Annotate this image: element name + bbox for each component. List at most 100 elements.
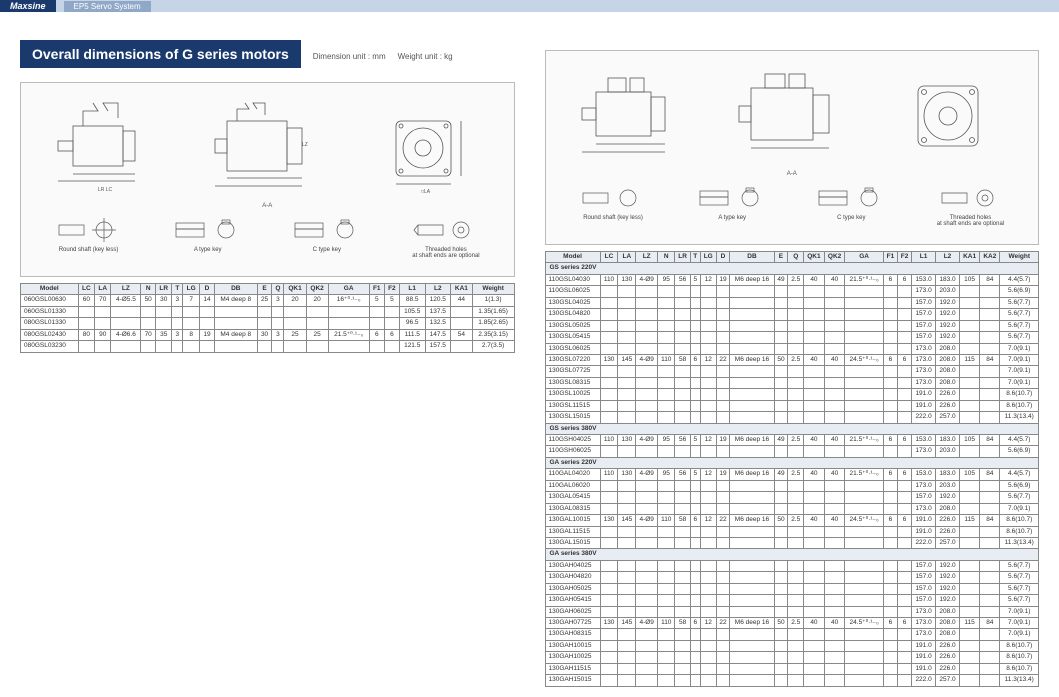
- col-header: GA: [328, 284, 369, 295]
- col-header: Model: [545, 252, 600, 263]
- motor-front-view: □LA: [347, 91, 506, 201]
- weight-unit: Weight unit : kg: [398, 52, 453, 61]
- key-a-type-r: A type key: [673, 183, 792, 227]
- col-header: F1: [883, 252, 897, 263]
- motor-side-view-2: LZ: [188, 91, 347, 201]
- table-row: 130GSL04025157.0192.05.6(7.7): [545, 297, 1039, 308]
- right-page: A-A Round shaft (key less) A type key C …: [545, 40, 1040, 687]
- table-row: 130GAH08315173.0208.07.0(9.1): [545, 629, 1039, 640]
- col-header: F2: [384, 284, 399, 295]
- table-row: 130GSL10025191.0226.08.6(10.7): [545, 389, 1039, 400]
- section-row: GA series 380V: [545, 549, 1039, 560]
- table-row: 130GAL100151301454-Ø91105861222M6 deep 1…: [545, 515, 1039, 526]
- col-header: QK1: [284, 284, 306, 295]
- col-header: T: [690, 252, 700, 263]
- table-row: 130GAH15015222.0257.011.3(13.4): [545, 675, 1039, 686]
- table-row: 110GSH040251101304-Ø9955651219M6 deep 16…: [545, 435, 1039, 446]
- right-table: ModelLCLALZNLRTLGDDBEQQK1QK2GAF1F2L1L2KA…: [545, 251, 1040, 687]
- col-header: F1: [369, 284, 384, 295]
- col-header: KA1: [451, 284, 473, 295]
- dim-unit: Dimension unit : mm: [313, 52, 386, 61]
- key-c-type: C type key: [267, 215, 386, 259]
- table-row: 130GAH04820157.0192.05.6(7.7): [545, 572, 1039, 583]
- col-header: Weight: [1000, 252, 1039, 263]
- diagram-area-right: A-A Round shaft (key less) A type key C …: [545, 50, 1040, 245]
- col-header: N: [141, 284, 156, 295]
- page-title: Overall dimensions of G series motors: [20, 40, 301, 68]
- col-header: T: [172, 284, 183, 295]
- col-header: LG: [700, 252, 716, 263]
- key-round: Round shaft (key less): [29, 215, 148, 259]
- key-threaded-r: Threaded holes at shaft ends are optiona…: [911, 183, 1030, 227]
- table-row: 130GSL04820157.0192.05.6(7.7): [545, 309, 1039, 320]
- table-row: 130GAH10025191.0226.08.6(10.7): [545, 652, 1039, 663]
- col-header: QK2: [824, 252, 845, 263]
- col-header: L2: [425, 284, 451, 295]
- section-row: GS series 380V: [545, 423, 1039, 434]
- topbar: Maxsine EP5 Servo System: [0, 0, 1059, 12]
- table-row: 130GSL06025173.0208.07.0(9.1): [545, 343, 1039, 354]
- col-header: F2: [897, 252, 911, 263]
- table-row: 130GSL11515191.0226.08.6(10.7): [545, 400, 1039, 411]
- col-header: E: [774, 252, 788, 263]
- table-row: 130GAH06025173.0208.07.0(9.1): [545, 606, 1039, 617]
- col-header: Q: [272, 284, 284, 295]
- table-row: 060GSL01330105.5137.51.35(1.65): [21, 306, 515, 317]
- section-row: GA series 220V: [545, 457, 1039, 468]
- motor-side-view: LR LC: [29, 91, 188, 201]
- col-header: LZ: [111, 284, 141, 295]
- table-row: 130GAH11515191.0226.08.6(10.7): [545, 663, 1039, 674]
- svg-text:LR LC: LR LC: [98, 187, 113, 193]
- col-header: LR: [675, 252, 690, 263]
- table-row: 130GSL05415157.0192.05.6(7.7): [545, 332, 1039, 343]
- left-page: Overall dimensions of G series motors Di…: [20, 40, 515, 687]
- content: Overall dimensions of G series motors Di…: [0, 12, 1059, 697]
- col-header: E: [257, 284, 272, 295]
- table-row: 060GSL0063060704-Ø5.550303714M4 deep 825…: [21, 295, 515, 306]
- aa-section-label: A-A: [29, 203, 506, 209]
- col-header: Model: [21, 284, 79, 295]
- table-row: 110GSL040301101304-Ø9955651219M6 deep 16…: [545, 274, 1039, 285]
- key-threaded: Threaded holes at shaft ends are optiona…: [386, 215, 505, 259]
- table-row: 130GAH04025157.0192.05.6(7.7): [545, 560, 1039, 571]
- col-header: LC: [78, 284, 94, 295]
- col-header: GA: [845, 252, 883, 263]
- col-header: N: [658, 252, 675, 263]
- table-row: 110GAL06020173.0203.05.6(6.9): [545, 480, 1039, 491]
- col-header: L1: [912, 252, 936, 263]
- table-row: 130GAL08315173.0208.07.0(9.1): [545, 503, 1039, 514]
- table-row: 110GSH06025173.0203.05.6(6.9): [545, 446, 1039, 457]
- motor-side-view-r: [554, 59, 713, 169]
- col-header: DB: [730, 252, 774, 263]
- table-row: 130GSL15015222.0257.011.3(13.4): [545, 412, 1039, 423]
- table-row: 130GSL08315173.0208.07.0(9.1): [545, 377, 1039, 388]
- key-a-type: A type key: [148, 215, 267, 259]
- table-row: 130GSL07725173.0208.07.0(9.1): [545, 366, 1039, 377]
- table-row: 080GSL0243080904-Ø6.670353819M4 deep 830…: [21, 329, 515, 340]
- col-header: D: [716, 252, 730, 263]
- col-header: DB: [214, 284, 257, 295]
- col-header: L1: [399, 284, 425, 295]
- table-row: 110GSL06025173.0203.05.6(6.9): [545, 286, 1039, 297]
- key-c-type-r: C type key: [792, 183, 911, 227]
- col-header: L2: [936, 252, 960, 263]
- aa-section-label-r: A-A: [554, 171, 1031, 177]
- table-row: 130GSL072201301454-Ø91105861222M6 deep 1…: [545, 354, 1039, 365]
- table-row: 130GAL05415157.0192.05.6(7.7): [545, 492, 1039, 503]
- table-row: 130GAL15015222.0257.011.3(13.4): [545, 537, 1039, 548]
- table-row: 130GAL11515191.0226.08.6(10.7): [545, 526, 1039, 537]
- subtitle: EP5 Servo System: [64, 1, 151, 12]
- col-header: LG: [183, 284, 200, 295]
- col-header: KA1: [959, 252, 979, 263]
- col-header: QK1: [804, 252, 825, 263]
- col-header: Weight: [472, 284, 514, 295]
- col-header: D: [200, 284, 215, 295]
- brand: Maxsine: [0, 0, 56, 12]
- key-round-r: Round shaft (key less): [554, 183, 673, 227]
- col-header: KA2: [980, 252, 1000, 263]
- table-row: 110GAL040201101304-Ø9955651219M6 deep 16…: [545, 469, 1039, 480]
- col-header: LA: [618, 252, 636, 263]
- col-header: Q: [788, 252, 804, 263]
- col-header: LA: [95, 284, 111, 295]
- col-header: LZ: [636, 252, 658, 263]
